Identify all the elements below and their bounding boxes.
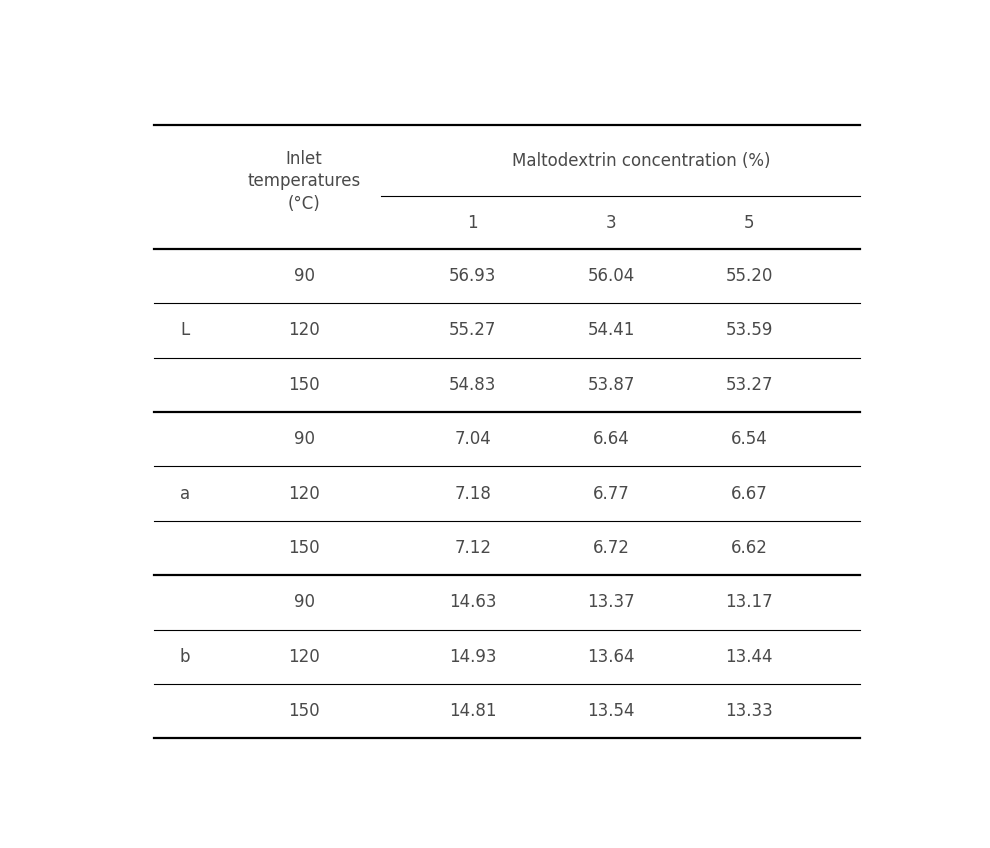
- Text: 150: 150: [288, 702, 320, 720]
- Text: 14.93: 14.93: [449, 648, 497, 666]
- Text: 56.04: 56.04: [587, 267, 635, 285]
- Text: 120: 120: [288, 484, 320, 503]
- Text: 90: 90: [294, 430, 315, 448]
- Text: L: L: [180, 321, 190, 339]
- Text: 14.63: 14.63: [449, 594, 497, 611]
- Text: 90: 90: [294, 267, 315, 285]
- Text: 13.64: 13.64: [587, 648, 635, 666]
- Text: 13.44: 13.44: [726, 648, 773, 666]
- Text: 1: 1: [467, 214, 478, 232]
- Text: 3: 3: [606, 214, 616, 232]
- Text: 6.77: 6.77: [593, 484, 630, 503]
- Text: 90: 90: [294, 594, 315, 611]
- Text: a: a: [180, 484, 190, 503]
- Text: 54.41: 54.41: [587, 321, 635, 339]
- Text: Maltodextrin concentration (%): Maltodextrin concentration (%): [513, 152, 771, 170]
- Text: 6.72: 6.72: [593, 539, 630, 557]
- Text: 120: 120: [288, 648, 320, 666]
- Text: 13.17: 13.17: [726, 594, 773, 611]
- Text: 7.18: 7.18: [454, 484, 491, 503]
- Text: 53.27: 53.27: [726, 376, 773, 393]
- Text: 150: 150: [288, 539, 320, 557]
- Text: 13.33: 13.33: [726, 702, 773, 720]
- Text: 6.54: 6.54: [731, 430, 767, 448]
- Text: 6.67: 6.67: [731, 484, 767, 503]
- Text: 7.12: 7.12: [454, 539, 491, 557]
- Text: temperatures: temperatures: [248, 172, 360, 191]
- Text: 6.62: 6.62: [731, 539, 767, 557]
- Text: 56.93: 56.93: [449, 267, 497, 285]
- Text: 6.64: 6.64: [593, 430, 630, 448]
- Text: 54.83: 54.83: [449, 376, 497, 393]
- Text: b: b: [180, 648, 190, 666]
- Text: 120: 120: [288, 321, 320, 339]
- Text: 13.37: 13.37: [587, 594, 635, 611]
- Text: 55.27: 55.27: [449, 321, 497, 339]
- Text: 53.59: 53.59: [726, 321, 773, 339]
- Text: 14.81: 14.81: [449, 702, 497, 720]
- Text: 53.87: 53.87: [587, 376, 635, 393]
- Text: 7.04: 7.04: [454, 430, 491, 448]
- Text: (°C): (°C): [288, 195, 321, 213]
- Text: 150: 150: [288, 376, 320, 393]
- Text: 5: 5: [743, 214, 754, 232]
- Text: 13.54: 13.54: [587, 702, 635, 720]
- Text: Inlet: Inlet: [286, 150, 323, 168]
- Text: 55.20: 55.20: [726, 267, 773, 285]
